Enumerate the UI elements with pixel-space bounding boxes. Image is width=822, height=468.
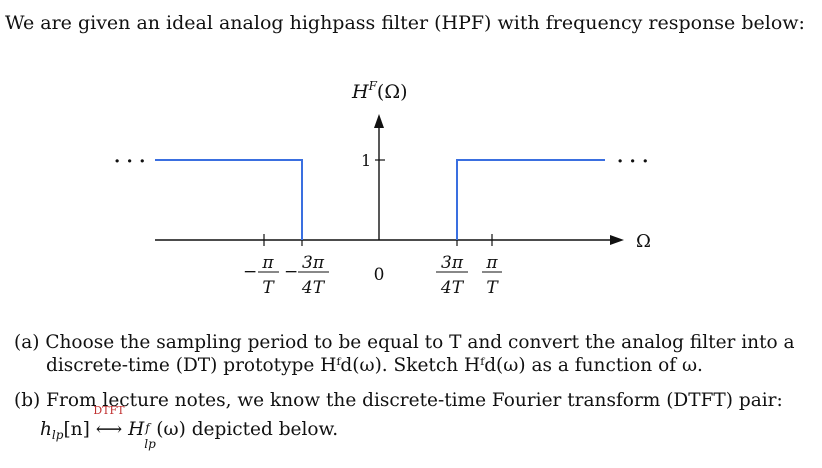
response-right-branch xyxy=(456,159,605,240)
pair-right-sub: lp xyxy=(144,437,156,451)
x-axis-label: Ω xyxy=(636,231,651,252)
response-left-branch xyxy=(155,159,303,240)
y-axis-arrowhead xyxy=(374,114,384,128)
dtft-label: DTFT xyxy=(93,404,125,417)
x-tick-label-3pi-over-4t: 3π 4T xyxy=(436,253,468,298)
part-a-line2: discrete-time (DT) prototype Hᶠd(ω). Ske… xyxy=(46,355,703,376)
tick-sign: − xyxy=(243,262,257,282)
plot-title-arg: (Ω) xyxy=(377,81,408,103)
x-tick-label-neg-pi-over-t: − π T xyxy=(243,253,279,298)
pair-right: H xyxy=(128,419,145,440)
part-a-label: (a) xyxy=(14,332,40,353)
part-a-line1: Choose the sampling period to be equal t… xyxy=(45,332,795,353)
ellipsis-right: · · · xyxy=(617,151,648,172)
hpf-frequency-response-figure: HF(Ω) 1 Ω · · · · · · − π T − 3π 4T 0 3π… xyxy=(114,79,651,298)
pair-left-arg: [n] xyxy=(63,419,90,440)
tick-numerator: π xyxy=(261,253,274,273)
part-a: (a) Choose the sampling period to be equ… xyxy=(14,331,795,354)
x-tick-label-zero: 0 xyxy=(374,265,385,285)
tick-denominator: 4T xyxy=(440,278,465,298)
svg-text:HF(Ω): HF(Ω) xyxy=(351,79,407,103)
tick-value: 0 xyxy=(374,265,385,285)
plot-title-sup: F xyxy=(368,79,378,93)
pair-right-arg: (ω) xyxy=(156,419,186,440)
y-tick-label: 1 xyxy=(361,151,371,170)
part-b: (b) From lecture notes, we know the disc… xyxy=(14,389,783,412)
dtft-arrow-group: DTFT ⟷ xyxy=(93,404,124,440)
tick-denominator: 4T xyxy=(301,278,326,298)
double-arrow-icon: ⟷ xyxy=(95,419,123,440)
x-tick-label-pi-over-t: π T xyxy=(482,253,502,298)
pair-left: h xyxy=(40,419,52,440)
tick-denominator: T xyxy=(486,278,499,298)
tick-numerator: 3π xyxy=(302,253,325,273)
pair-tail: depicted below. xyxy=(191,419,339,440)
plot-title-main: H xyxy=(351,81,369,103)
pair-right-sup: f xyxy=(145,421,150,435)
tick-numerator: π xyxy=(485,253,498,273)
tick-sign: − xyxy=(284,262,298,282)
part-b-line1: From lecture notes, we know the discrete… xyxy=(46,390,783,411)
x-axis-arrowhead xyxy=(610,235,624,245)
ellipsis-left: · · · xyxy=(114,151,145,172)
tick-numerator: 3π xyxy=(441,253,464,273)
part-b-label: (b) xyxy=(14,390,41,411)
x-tick-label-neg-3pi-over-4t: − 3π 4T xyxy=(284,253,329,298)
tick-denominator: T xyxy=(262,278,275,298)
pair-left-sub: lp xyxy=(51,428,64,442)
intro-text: We are given an ideal analog highpass fi… xyxy=(5,12,805,34)
